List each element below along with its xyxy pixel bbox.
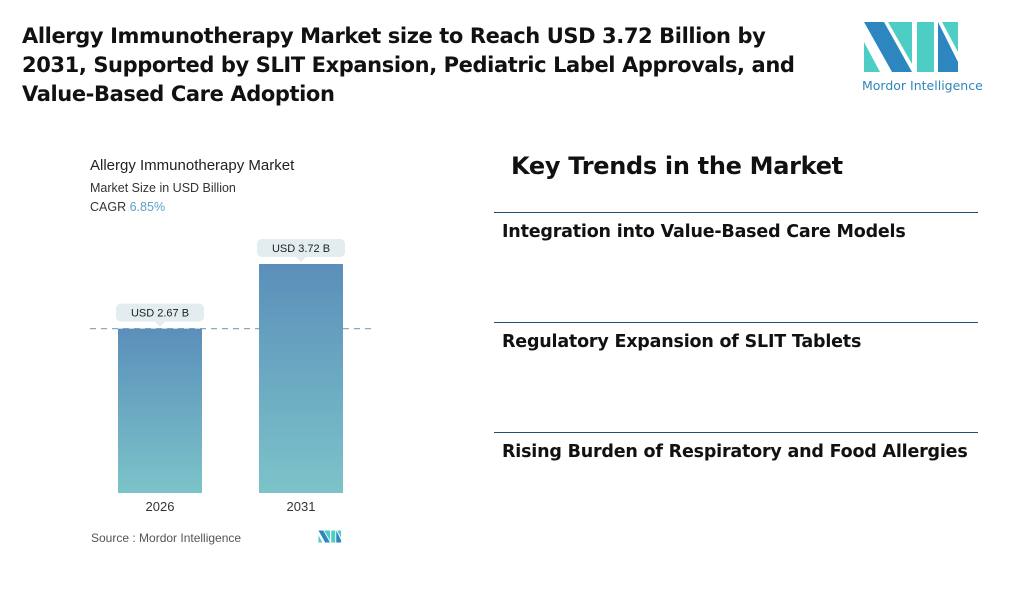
data-label: USD 3.72 B [272, 243, 330, 255]
page-title: Allergy Immunotherapy Market size to Rea… [22, 24, 795, 106]
logo-text: Mordor Intelligence [862, 78, 983, 93]
trend-label: Rising Burden of Respiratory and Food Al… [502, 442, 968, 462]
mordor-logo: Mordor Intelligence [862, 22, 983, 93]
trend-label: Integration into Value-Based Care Models [502, 222, 906, 242]
cagr-label: CAGR [90, 200, 127, 214]
mordor-logo-icon [864, 22, 958, 72]
source: Source : Mordor Intelligence [91, 531, 242, 545]
data-label-pointer [155, 321, 165, 327]
trend-item: Regulatory Expansion of SLIT Tablets [494, 322, 978, 352]
trend-label: Regulatory Expansion of SLIT Tablets [502, 332, 862, 352]
source-logo-icon [318, 530, 342, 543]
data-label-bg [116, 303, 204, 322]
bar-2026 [118, 328, 202, 493]
chart-subtitle: Market Size in USD Billion [90, 181, 236, 195]
trend-item: Integration into Value-Based Care Models [494, 212, 978, 242]
cagr-value: 6.85% [129, 200, 166, 214]
x-tick-label: 2026 [146, 499, 175, 514]
key-trends-heading: Key Trends in the Market [511, 152, 843, 180]
chart-title: Allergy Immunotherapy Market [90, 157, 295, 174]
trend-item: Rising Burden of Respiratory and Food Al… [494, 432, 978, 462]
bar-2031 [259, 264, 343, 493]
data-label-bg [257, 239, 345, 257]
x-tick-label: 2031 [287, 499, 316, 514]
data-label: USD 2.67 B [131, 308, 189, 320]
bar-chart: USD 2.67 B 2026 USD 3.72 B 2031 [90, 239, 374, 514]
cagr: CAGR 6.85% [90, 200, 165, 214]
data-label-pointer [296, 257, 306, 262]
